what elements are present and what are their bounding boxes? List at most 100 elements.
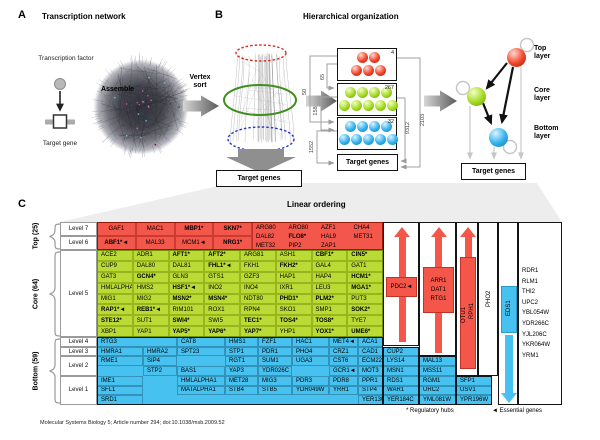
network-hairball [91, 52, 195, 158]
gene-cell: CHA4 [353, 224, 370, 231]
gene-cell: HMS2 [132, 282, 169, 294]
tf-ball [386, 134, 398, 145]
gene-cell: FHL1*◄ [204, 260, 240, 272]
down-arrow-shaft [505, 335, 513, 393]
gene-cell: STB5 [258, 385, 292, 396]
gene-cell: CST6 [329, 356, 358, 367]
gene-label: RTG1 [430, 295, 447, 302]
top-layer-box: 4 [337, 48, 397, 81]
gene-cell: SWI4* [168, 315, 205, 327]
gene-label: PHO2 [485, 290, 492, 307]
gene-cell: YOX1* [311, 326, 348, 337]
gene-cell: TYE7 [347, 315, 383, 327]
tf-ball [356, 52, 368, 63]
gene-cell: IME1 [97, 375, 143, 386]
bottom-layer-node [488, 127, 508, 147]
tf-ball [350, 99, 362, 111]
gene-cell: MET32 [256, 242, 276, 249]
gene-cell: SMP1 [311, 304, 348, 316]
gene-cell: STP1 [225, 346, 258, 357]
panel-b-title: Hierarchical organization [303, 12, 399, 21]
gene-cell: HMRA2 [143, 346, 177, 357]
tf-ball [362, 134, 374, 145]
panel-c-title: Linear ordering [287, 200, 346, 209]
gene-cell: MIG3 [258, 375, 292, 386]
tf-ball [338, 134, 350, 145]
gene-cell: ACA1 [358, 337, 383, 347]
gene-cell: YDR026C [258, 366, 292, 376]
pho2-column: PHO2 [478, 222, 498, 376]
otu1-label-box [460, 257, 476, 369]
target-genes-box-layers: Target genes [337, 154, 398, 171]
target-genes-text: Target genes [237, 175, 281, 182]
unclassified-gene: RLM1 [522, 278, 539, 285]
assemble-label: Assemble [101, 86, 135, 93]
gene-cell: IXR1 [275, 282, 312, 294]
level-cell: Level 1 [60, 375, 97, 405]
target-genes-box-diagram: Target genes [461, 163, 526, 180]
arr1-label-box: ARR1 DAT1 RTG1 [423, 267, 454, 313]
up-arrow-icon [460, 227, 476, 237]
arr1-column: ARR1 DAT1 RTG1 [419, 222, 456, 356]
gene-cell: BAS1 [177, 366, 225, 376]
tf-ball [368, 52, 380, 63]
gene-cell: ACE2 [97, 250, 133, 261]
bottom-block-step2 [419, 356, 456, 405]
gene-cell: MAL33 [135, 236, 175, 250]
unclassified-gene: YBL054W [522, 310, 550, 317]
gene-label: OTU1 [461, 306, 467, 323]
gene-cell: FLO8* [288, 233, 307, 240]
gene-cell: CIN5* [347, 250, 383, 261]
bottom-layer-box: 32 [337, 117, 398, 150]
gene-cell: PHD1* [275, 293, 312, 305]
citation: Molecular Systems Biology 5; Article num… [40, 420, 225, 426]
level-cell: Level 7 [60, 222, 97, 236]
gene-cell: YPR196W [456, 395, 492, 405]
gene-cell: HAC1 [292, 337, 329, 347]
gene-cell: GAT1 [347, 260, 383, 272]
gene-cell: YML081W [419, 395, 456, 405]
gene-cell: SIP4 [143, 356, 177, 367]
tf-ball [374, 65, 386, 76]
edge-count-core-targets: 9312 [405, 122, 411, 134]
gene-cell: RPN4 [240, 304, 276, 316]
target-gene-label: Target gene [42, 140, 78, 147]
level-cell: Level 5 [60, 250, 97, 337]
gene-cell: SFL1 [97, 385, 143, 396]
gene-cell: SKN7* [213, 222, 252, 236]
level-cell: Level 6 [60, 236, 97, 250]
unclassified-gene: YDR266C [522, 321, 550, 327]
core-layer-label: Core layer [534, 87, 551, 103]
gene-cell: DAL81 [168, 260, 205, 272]
target-genes-text: Target genes [345, 159, 390, 166]
up-arrow-icon [394, 227, 410, 237]
gene-cell: ARO80 [288, 224, 309, 231]
level-cell: Level 3 [60, 346, 97, 357]
gene-cell: STP4 [358, 385, 383, 396]
tf-ball [386, 99, 398, 111]
gene-cell: PDR8 [329, 375, 358, 386]
gene-cell: YHP1 [275, 326, 312, 337]
gene-cell: YAP6* [204, 326, 240, 337]
panel-c-label: C [18, 198, 26, 210]
edge-count-top-bottom: 50 [302, 89, 308, 95]
gene-cell: MBP1* [174, 222, 214, 236]
gene-label: ARR1 [430, 277, 447, 284]
gene-cell: PLM2* [311, 293, 348, 305]
edge-count-bottom-targets: 1552 [309, 141, 315, 153]
gene-cell: MET4◄ [329, 337, 358, 347]
core-block [97, 250, 383, 337]
tf-ball [368, 121, 380, 132]
gene-cell: RGM1 [419, 375, 456, 386]
down-arrow-icon [501, 393, 517, 403]
gene-cell: ROX1 [204, 304, 240, 316]
core-layer-node [466, 86, 486, 106]
gene-cell: NRG1* [213, 236, 252, 250]
pdc2-label-box: PDC2◄ [386, 277, 417, 297]
gene-cell: MIG1 [97, 293, 133, 305]
gene-cell: UGA3 [292, 356, 329, 367]
unclassified-gene: YRM1 [522, 352, 539, 359]
group-label-top: Top (25) [32, 222, 40, 250]
top-layer-node [506, 47, 526, 67]
gene-cell: MSS11 [419, 366, 456, 376]
